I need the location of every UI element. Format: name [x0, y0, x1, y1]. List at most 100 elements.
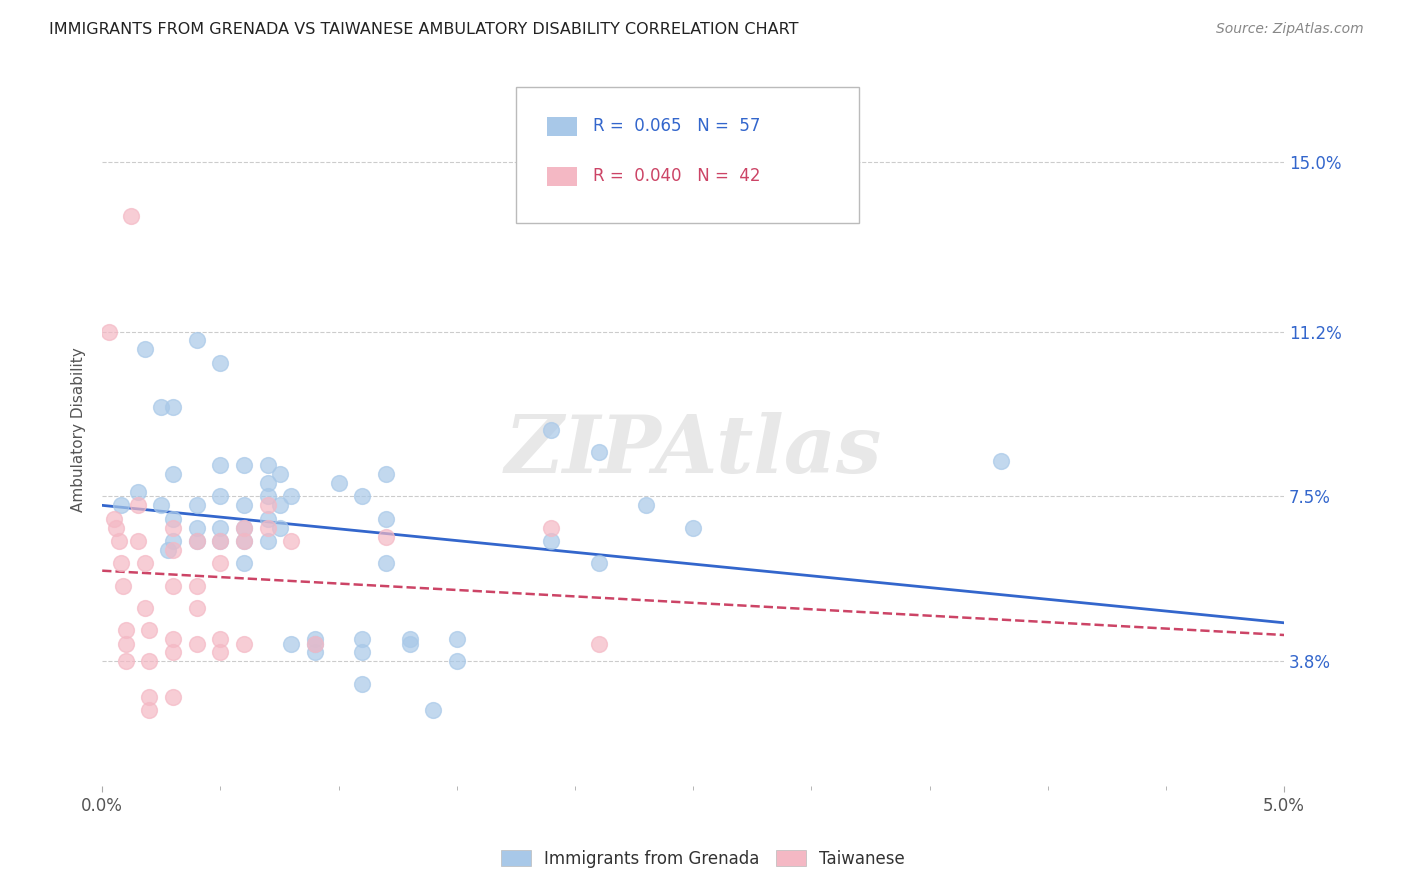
Point	[233, 533, 256, 548]
Point	[256, 499, 278, 513]
Point	[162, 521, 184, 535]
Point	[209, 356, 232, 370]
Point	[269, 521, 291, 535]
Point	[540, 423, 562, 437]
Point	[150, 499, 173, 513]
Point	[634, 499, 657, 513]
Point	[134, 343, 156, 357]
Point	[280, 533, 302, 548]
Point	[115, 654, 138, 668]
Point	[162, 533, 184, 548]
Point	[280, 636, 302, 650]
Point	[209, 533, 232, 548]
Point	[374, 529, 396, 543]
Point	[162, 401, 184, 415]
Point	[209, 521, 232, 535]
Point	[209, 458, 232, 473]
Point	[209, 533, 232, 548]
Point	[269, 467, 291, 482]
Point	[540, 521, 562, 535]
Point	[352, 490, 374, 504]
Point	[352, 676, 374, 690]
Point	[233, 521, 256, 535]
Point	[162, 578, 184, 592]
Point	[352, 645, 374, 659]
Y-axis label: Ambulatory Disability: Ambulatory Disability	[72, 347, 86, 512]
Point	[162, 512, 184, 526]
Text: Source: ZipAtlas.com: Source: ZipAtlas.com	[1216, 22, 1364, 37]
Point	[398, 632, 420, 646]
Text: R =  0.065   N =  57: R = 0.065 N = 57	[593, 118, 761, 136]
FancyBboxPatch shape	[547, 117, 578, 136]
Point	[138, 654, 160, 668]
Point	[134, 556, 156, 570]
Point	[120, 209, 142, 223]
Point	[127, 499, 149, 513]
Point	[233, 556, 256, 570]
Point	[422, 703, 444, 717]
Point	[398, 636, 420, 650]
Point	[186, 533, 208, 548]
Point	[98, 325, 121, 339]
Point	[256, 512, 278, 526]
Point	[186, 521, 208, 535]
Point	[157, 542, 180, 557]
Point	[233, 499, 256, 513]
Point	[162, 632, 184, 646]
Point	[540, 533, 562, 548]
Point	[304, 636, 326, 650]
Point	[186, 578, 208, 592]
Point	[269, 499, 291, 513]
Point	[162, 645, 184, 659]
Point	[186, 636, 208, 650]
Point	[233, 533, 256, 548]
Point	[374, 467, 396, 482]
Point	[446, 654, 468, 668]
Point	[374, 512, 396, 526]
Point	[186, 600, 208, 615]
Point	[209, 490, 232, 504]
Point	[256, 521, 278, 535]
Point	[138, 623, 160, 637]
Point	[186, 533, 208, 548]
Point	[328, 476, 350, 491]
Point	[304, 636, 326, 650]
Point	[588, 556, 610, 570]
Point	[115, 636, 138, 650]
Point	[105, 521, 128, 535]
Point	[446, 632, 468, 646]
FancyBboxPatch shape	[516, 87, 859, 223]
Point	[374, 556, 396, 570]
Point	[233, 521, 256, 535]
Point	[110, 556, 132, 570]
Point	[186, 499, 208, 513]
Point	[107, 533, 129, 548]
Point	[112, 578, 135, 592]
Point	[256, 490, 278, 504]
Text: ZIPAtlas: ZIPAtlas	[505, 412, 882, 490]
Text: IMMIGRANTS FROM GRENADA VS TAIWANESE AMBULATORY DISABILITY CORRELATION CHART: IMMIGRANTS FROM GRENADA VS TAIWANESE AMB…	[49, 22, 799, 37]
Point	[352, 632, 374, 646]
Point	[588, 636, 610, 650]
Point	[233, 636, 256, 650]
Point	[162, 467, 184, 482]
Point	[110, 499, 132, 513]
Point	[682, 521, 704, 535]
Point	[103, 512, 125, 526]
Point	[209, 645, 232, 659]
Point	[134, 600, 156, 615]
Point	[138, 703, 160, 717]
Point	[233, 458, 256, 473]
Point	[304, 632, 326, 646]
Point	[280, 490, 302, 504]
Point	[115, 623, 138, 637]
Point	[162, 690, 184, 704]
Point	[138, 690, 160, 704]
Point	[209, 556, 232, 570]
Point	[256, 476, 278, 491]
Point	[990, 454, 1012, 468]
Point	[304, 645, 326, 659]
Point	[209, 632, 232, 646]
FancyBboxPatch shape	[547, 167, 578, 186]
Point	[588, 445, 610, 459]
